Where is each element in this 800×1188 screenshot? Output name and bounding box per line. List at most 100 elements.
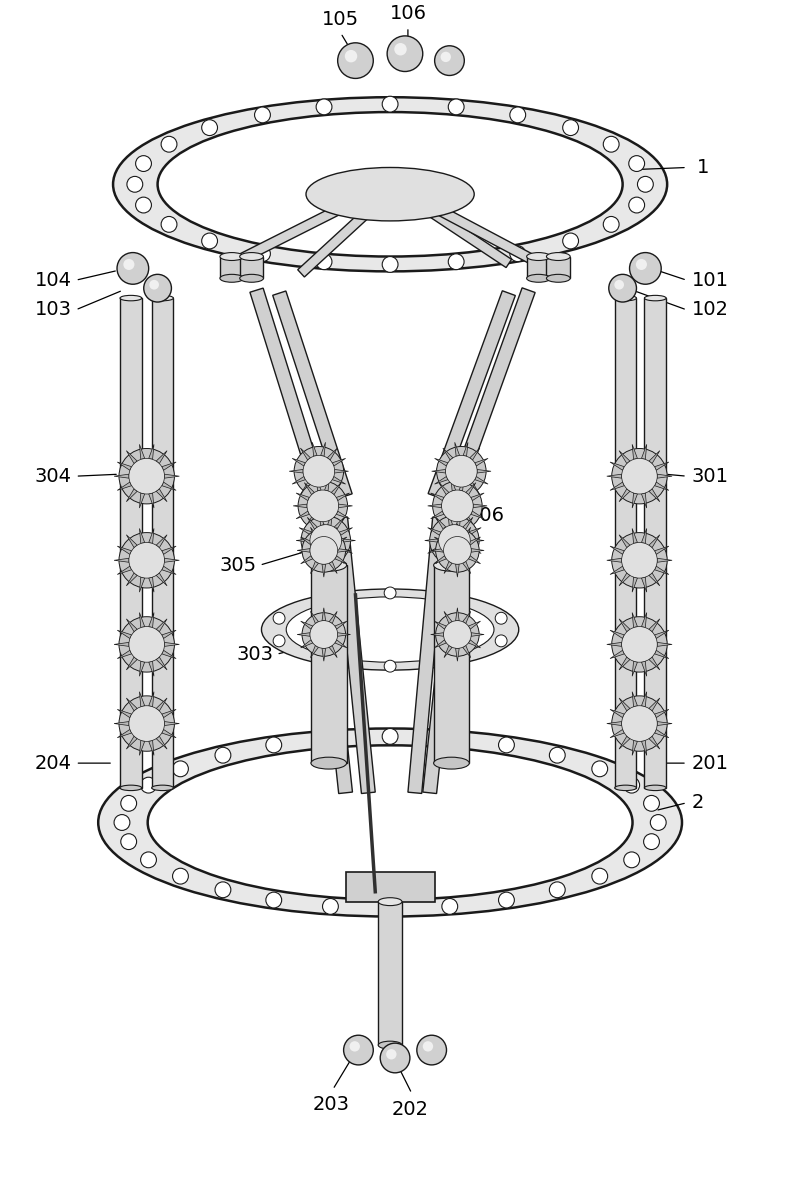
Text: 303: 303 [236, 645, 274, 664]
Polygon shape [443, 448, 453, 460]
Polygon shape [463, 486, 468, 500]
Circle shape [345, 50, 358, 63]
Polygon shape [455, 608, 459, 621]
Circle shape [316, 99, 332, 115]
Bar [378, 902, 402, 1045]
Circle shape [380, 1043, 410, 1073]
Circle shape [510, 107, 526, 122]
Polygon shape [470, 511, 484, 519]
Polygon shape [649, 535, 660, 548]
Polygon shape [450, 520, 456, 535]
Circle shape [322, 731, 338, 746]
Polygon shape [606, 643, 622, 646]
Circle shape [636, 259, 647, 270]
Polygon shape [156, 450, 167, 463]
Polygon shape [162, 630, 176, 638]
Ellipse shape [311, 757, 346, 769]
Polygon shape [654, 630, 669, 638]
Polygon shape [462, 562, 470, 574]
Circle shape [382, 901, 398, 916]
Polygon shape [335, 621, 347, 630]
Polygon shape [450, 476, 456, 491]
Polygon shape [619, 657, 630, 670]
Circle shape [316, 254, 332, 270]
Polygon shape [301, 556, 313, 564]
Polygon shape [331, 517, 342, 529]
Polygon shape [301, 537, 313, 545]
Ellipse shape [240, 253, 263, 260]
Polygon shape [632, 740, 638, 756]
Polygon shape [428, 504, 442, 507]
Circle shape [310, 620, 338, 649]
Polygon shape [654, 650, 669, 658]
Polygon shape [310, 645, 318, 658]
Polygon shape [299, 545, 312, 554]
Polygon shape [632, 613, 638, 627]
Polygon shape [632, 493, 638, 508]
Text: 202: 202 [391, 1100, 428, 1119]
Polygon shape [425, 538, 438, 542]
Polygon shape [455, 524, 459, 537]
Polygon shape [139, 740, 145, 756]
Polygon shape [321, 486, 326, 500]
Ellipse shape [306, 168, 474, 221]
Circle shape [150, 280, 159, 290]
Polygon shape [118, 729, 132, 738]
Polygon shape [250, 289, 327, 498]
Polygon shape [322, 564, 326, 577]
Polygon shape [430, 549, 444, 552]
Circle shape [301, 516, 350, 565]
Circle shape [266, 737, 282, 753]
Polygon shape [310, 562, 318, 574]
Polygon shape [139, 662, 145, 676]
Circle shape [495, 612, 507, 624]
Polygon shape [468, 537, 481, 545]
Polygon shape [126, 619, 138, 632]
Circle shape [215, 881, 231, 898]
Polygon shape [164, 474, 179, 479]
Polygon shape [619, 699, 630, 710]
Circle shape [202, 233, 218, 249]
Polygon shape [432, 469, 446, 473]
Polygon shape [149, 493, 154, 508]
Circle shape [121, 834, 137, 849]
Polygon shape [296, 511, 310, 519]
Polygon shape [319, 512, 324, 525]
Circle shape [161, 137, 177, 152]
Circle shape [638, 176, 654, 192]
Polygon shape [428, 545, 441, 554]
Circle shape [453, 653, 465, 665]
Polygon shape [139, 613, 145, 627]
Circle shape [436, 613, 479, 656]
Ellipse shape [158, 112, 622, 257]
Polygon shape [334, 517, 375, 794]
Polygon shape [439, 517, 449, 529]
Circle shape [119, 696, 174, 751]
Polygon shape [610, 650, 624, 658]
Ellipse shape [148, 745, 633, 899]
Polygon shape [459, 520, 464, 535]
Text: 302: 302 [430, 645, 466, 664]
Polygon shape [336, 493, 350, 500]
Polygon shape [649, 699, 660, 710]
Polygon shape [325, 520, 330, 535]
Circle shape [322, 898, 338, 915]
Polygon shape [606, 721, 622, 726]
Bar [120, 298, 142, 788]
Polygon shape [338, 633, 350, 637]
Polygon shape [632, 691, 638, 707]
Circle shape [273, 612, 285, 624]
Circle shape [202, 120, 218, 135]
Polygon shape [463, 551, 473, 564]
Polygon shape [455, 649, 459, 662]
Polygon shape [312, 442, 317, 456]
Polygon shape [619, 619, 630, 632]
Polygon shape [316, 476, 321, 491]
Polygon shape [338, 549, 350, 552]
Polygon shape [296, 538, 310, 542]
Polygon shape [434, 537, 446, 545]
Polygon shape [139, 493, 145, 508]
Circle shape [338, 43, 374, 78]
Polygon shape [339, 545, 353, 554]
Circle shape [254, 107, 270, 122]
